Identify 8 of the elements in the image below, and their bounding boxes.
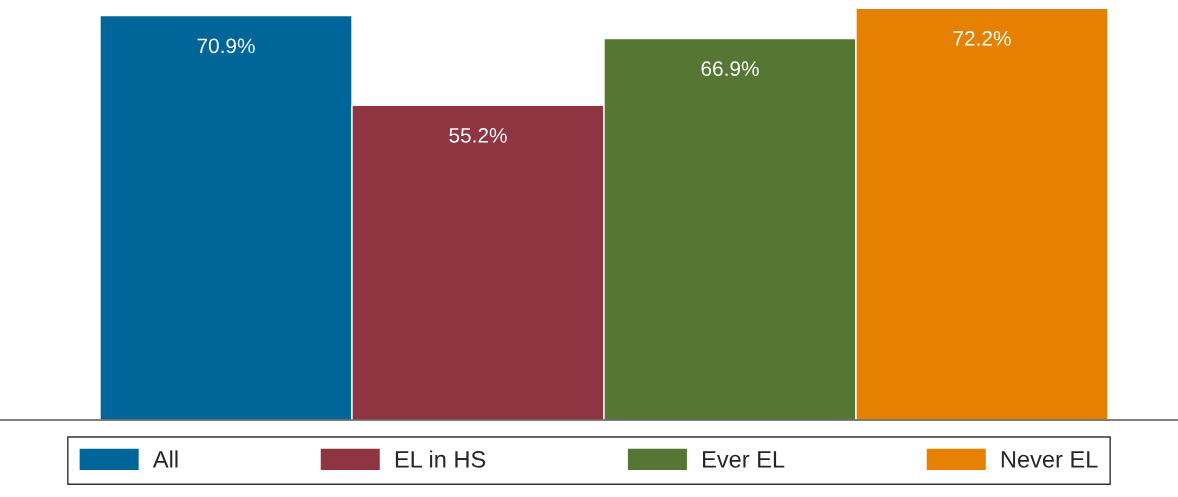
legend-label: EL in HS <box>395 450 486 468</box>
legend-label: Ever EL <box>703 451 785 468</box>
data-label: 55.2% <box>449 127 507 143</box>
data-label: 70.9% <box>197 38 255 54</box>
legend-label: Never EL <box>1001 451 1098 468</box>
data-label: 66.9% <box>701 61 759 77</box>
data-label: 72.2% <box>953 31 1011 46</box>
legend-label: All <box>152 450 178 468</box>
